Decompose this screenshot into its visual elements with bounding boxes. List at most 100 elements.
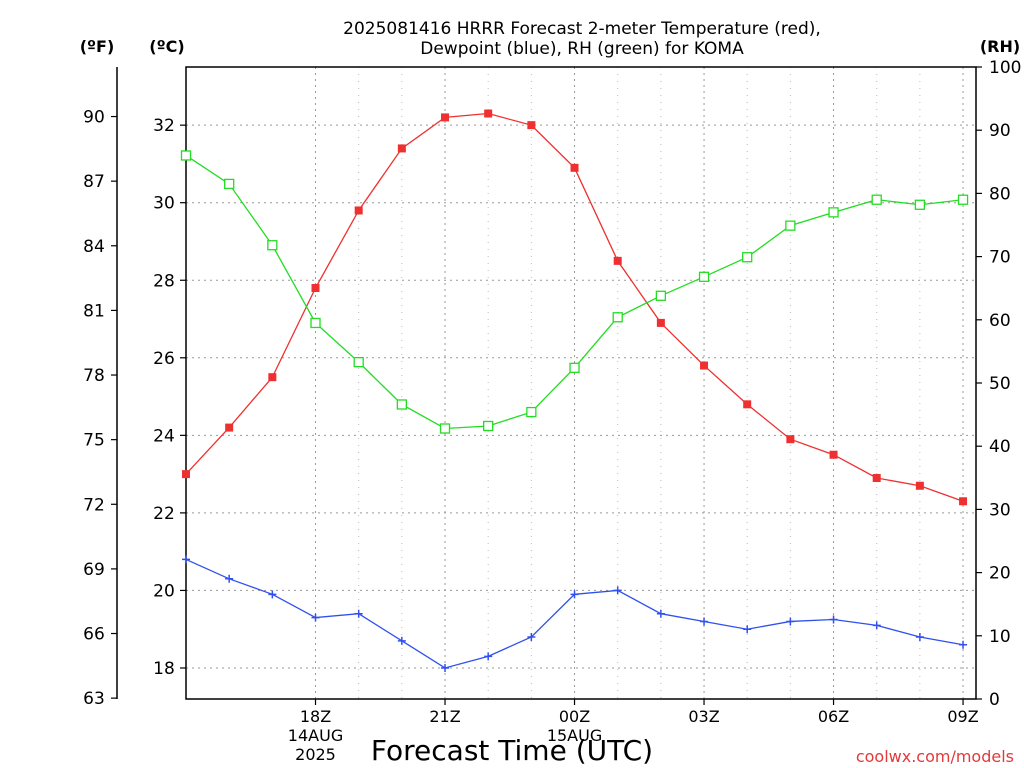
temperature-point (354, 206, 363, 215)
chart-title-line1: 2025081416 HRRR Forecast 2-meter Tempera… (343, 19, 821, 39)
fahrenheit-tick-label: 72 (83, 495, 105, 515)
fahrenheit-unit-label: (ºF) (80, 37, 115, 56)
x-axis-label: Forecast Time (UTC) (371, 734, 653, 767)
x-tick-label: 06Z (818, 707, 849, 726)
rh-tick-label: 100 (989, 58, 1021, 78)
x-tick-label: 09Z (947, 707, 978, 726)
rh-unit-label: (RH) (980, 37, 1020, 56)
dewpoint-point (700, 617, 709, 626)
rh-tick-label: 30 (989, 500, 1011, 520)
chart-title-line2: Dewpoint (blue), RH (green) for KOMA (420, 39, 744, 59)
dewpoint-point (613, 586, 622, 595)
temperature-point (613, 256, 622, 265)
temperature-point (915, 481, 924, 490)
rh-tick-label: 50 (989, 374, 1011, 394)
dewpoint-point (311, 613, 320, 622)
celsius-unit-label: (ºC) (149, 37, 184, 56)
grid (186, 67, 976, 699)
fahrenheit-tick-label: 69 (83, 560, 105, 580)
dewpoint-point (829, 615, 838, 624)
dewpoint-point (959, 640, 968, 649)
x-tick-date-label: 14AUG (288, 726, 343, 745)
rh-point (526, 406, 537, 418)
rh-point (396, 399, 407, 410)
temperature-point (484, 109, 493, 118)
rh-point (439, 423, 451, 434)
celsius-tick-label: 24 (153, 426, 175, 446)
temperature-point (570, 163, 579, 172)
dewpoint-point (786, 617, 795, 626)
x-tick-label: 21Z (429, 707, 460, 726)
rh-point (698, 271, 710, 282)
celsius-tick-label: 18 (153, 659, 175, 679)
celsius-tick-label: 20 (153, 581, 175, 601)
rh-point (612, 312, 623, 323)
rh-point (655, 290, 667, 301)
rh-tick-label: 80 (989, 184, 1011, 204)
plot-frame (185, 66, 977, 700)
dewpoint-point (527, 632, 536, 641)
fahrenheit-tick-label: 87 (83, 172, 105, 192)
dewpoint-point (872, 621, 881, 630)
rh-point (828, 207, 839, 218)
temperature-point (268, 373, 277, 382)
x-tick-year-label: 2025 (295, 745, 336, 764)
dewpoint-point (441, 663, 450, 672)
fahrenheit-tick-label: 66 (83, 625, 105, 645)
rh-point (180, 150, 192, 161)
temperature-point (225, 423, 234, 432)
fahrenheit-tick-label: 84 (83, 237, 105, 257)
temperature-point (182, 470, 190, 479)
dewpoint-point (484, 652, 493, 661)
rh-point (310, 317, 321, 329)
fahrenheit-tick-label: 78 (83, 366, 105, 386)
rh-tick-label: 70 (989, 248, 1011, 268)
celsius-tick-label: 22 (153, 504, 175, 524)
rh-point (483, 420, 494, 432)
celsius-tick-label: 28 (153, 271, 175, 291)
temperature-point (872, 473, 881, 482)
fahrenheit-tick-label: 63 (83, 689, 105, 709)
rh-tick-label: 0 (989, 690, 1000, 710)
x-tick-label: 00Z (559, 707, 590, 726)
fahrenheit-tick-label: 81 (83, 301, 105, 321)
dewpoint-point (354, 609, 363, 618)
dewpoint-point (915, 632, 924, 641)
axes: 18 20 22 24 26 28 30 32 63 66 69 72 75 78 81 84 87 90 0 10 2… (83, 58, 1021, 764)
rh-point (957, 194, 969, 205)
fahrenheit-tick-label: 90 (83, 108, 105, 128)
temperature-point (311, 284, 320, 293)
dewpoint-point (743, 625, 752, 634)
temperature-point (441, 113, 450, 122)
rh-tick-label: 60 (989, 311, 1011, 331)
rh-tick-label: 20 (989, 564, 1011, 584)
rh-tick-label: 40 (989, 437, 1011, 457)
rh-tick-label: 90 (989, 121, 1011, 141)
rh-point (353, 356, 364, 368)
rh-point (267, 240, 278, 251)
dewpoint-point (397, 636, 406, 645)
rh-point (569, 362, 580, 373)
dewpoint-point (570, 590, 579, 599)
celsius-tick-label: 26 (153, 349, 175, 369)
credit-text: coolwx.com/models (856, 747, 1014, 766)
x-tick-date-label: 15AUG (547, 726, 602, 745)
dewpoint-point (268, 590, 277, 599)
x-tick-label: 03Z (688, 707, 719, 726)
temperature-point (397, 144, 406, 153)
fahrenheit-tick-label: 75 (83, 431, 105, 451)
dewpoint-point (656, 609, 665, 618)
dewpoint-point (225, 574, 234, 583)
rh-point (785, 220, 796, 231)
temperature-point (700, 361, 709, 370)
temperature-point (959, 497, 968, 506)
x-tick-label: 18Z (300, 707, 331, 726)
rh-line (185, 154, 964, 430)
temperature-point (829, 450, 838, 459)
temperature-point (786, 435, 795, 444)
rh-point (871, 194, 882, 205)
rh-point (224, 178, 235, 190)
temperature-point (527, 121, 536, 130)
rh-point (914, 199, 926, 210)
